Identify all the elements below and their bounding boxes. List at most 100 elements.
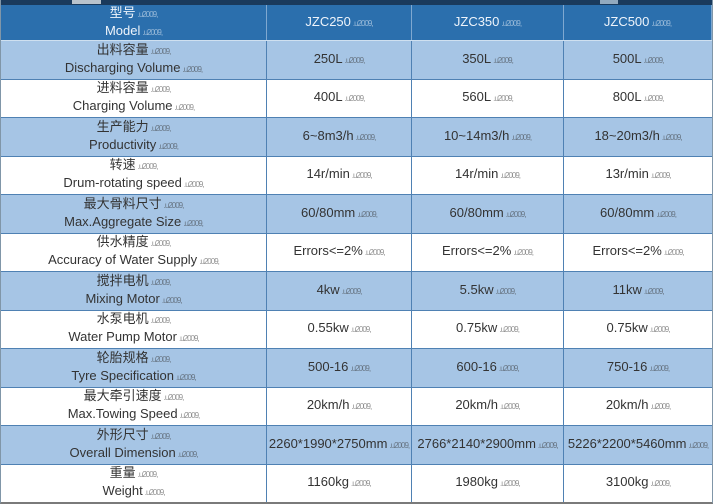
spec-rows: 出料容量 Discharging Volume 250L 350L 500L 进料容…: [1, 41, 712, 502]
spec-value-cell: 1160kg: [267, 464, 412, 502]
spec-value-cell: 800L: [564, 80, 712, 118]
spec-row: 外形尺寸 Overall Dimension 2260*1990*2750mm 2…: [1, 426, 712, 465]
spec-row: 最大牵引速度 Max.Towing Speed 20km/h 20km/h 20km…: [1, 387, 712, 426]
spec-value: 500L: [613, 51, 664, 69]
spec-label-zh: 水泵电机: [97, 311, 171, 329]
spec-value: Errors<=2%: [293, 243, 384, 261]
spec-value: 0.75kw: [456, 320, 519, 338]
spec-value-cell: 350L: [412, 41, 564, 79]
spec-value: 60/80mm: [301, 205, 377, 223]
spec-value: 14r/min: [306, 166, 371, 184]
spec-label-zh: 重量: [110, 465, 158, 483]
spec-label-cell: 最大牵引速度 Max.Towing Speed: [1, 387, 267, 425]
spec-label-en: Productivity: [89, 137, 178, 155]
spec-value: Errors<=2%: [442, 243, 533, 261]
spec-label-cell: 供水精度 Accuracy of Water Supply: [1, 233, 267, 271]
spec-label-zh: 搅拌电机: [97, 273, 171, 291]
spec-row: 供水精度 Accuracy of Water Supply Errors<=2%…: [1, 233, 712, 272]
spec-value-cell: 2766*2140*2900mm: [412, 426, 564, 464]
spec-value-cell: Errors<=2%: [267, 233, 412, 271]
spec-value: Errors<=2%: [592, 243, 683, 261]
spec-value: 20km/h: [307, 397, 371, 415]
spec-value: 1980kg: [455, 474, 519, 492]
spec-value: 18~20m3/h: [594, 128, 681, 146]
spec-row: 进料容量 Charging Volume 400L 560L 800L: [1, 79, 712, 118]
spec-label-en: Water Pump Motor: [68, 329, 198, 347]
spec-row: 最大骨料尺寸 Max.Aggregate Size 60/80mm 60/80mm…: [1, 195, 712, 234]
spec-value-cell: 60/80mm: [267, 195, 412, 233]
spec-value: 500-16: [308, 359, 370, 377]
spec-value-cell: 20km/h: [412, 387, 564, 425]
spec-label-en: Drum-rotating speed: [63, 175, 203, 193]
model-header-cell: 型号 Model: [1, 5, 267, 40]
spec-value: 20km/h: [455, 397, 519, 415]
spec-label-zh: 轮胎规格: [97, 350, 171, 368]
spec-label-en: Overall Dimension: [70, 445, 198, 463]
spec-value-cell: 14r/min: [412, 156, 564, 194]
spec-label-en: Max.Aggregate Size: [64, 214, 203, 232]
spec-value-cell: 14r/min: [267, 156, 412, 194]
spec-value: 3100kg: [606, 474, 670, 492]
spec-value: 4kw: [317, 282, 362, 300]
spec-value-cell: 11kw: [564, 272, 712, 310]
spec-value: 560L: [462, 89, 513, 107]
spec-value: 0.55kw: [308, 320, 371, 338]
spec-label-en: Mixing Motor: [85, 291, 181, 309]
spec-value: 250L: [314, 51, 365, 69]
spec-label-zh: 转速: [110, 157, 158, 175]
spec-value: 10~14m3/h: [444, 128, 531, 146]
spec-value: 800L: [613, 89, 664, 107]
spec-value-cell: 13r/min: [564, 157, 712, 195]
spec-value: 14r/min: [455, 166, 520, 184]
spec-value-cell: 18~20m3/h: [564, 118, 712, 156]
spec-value-cell: 4kw: [267, 272, 412, 310]
spec-value-cell: 500-16: [267, 349, 412, 387]
spec-row: 搅拌电机 Mixing Motor 4kw 5.5kw 11kw: [1, 272, 712, 311]
spec-value-cell: 10~14m3/h: [412, 118, 564, 156]
spec-label-zh: 出料容量: [97, 42, 171, 60]
top-notch-left: [72, 0, 101, 4]
spec-value-cell: 5226*2200*5460mm: [564, 426, 712, 464]
spec-label-zh: 最大牵引速度: [84, 388, 184, 406]
spec-label-cell: 重量 Weight: [1, 464, 267, 502]
spec-value: 1160kg: [307, 474, 370, 492]
spec-row: 转速 Drum-rotating speed 14r/min 14r/min 13r…: [1, 156, 712, 195]
model-name: JZC250: [305, 14, 372, 32]
model-header-label-en: Model: [105, 23, 162, 41]
spec-label-en: Discharging Volume: [65, 60, 202, 78]
top-notch-right: [600, 0, 618, 4]
spec-label-cell: 生产能力 Productivity: [1, 118, 267, 156]
spec-row: 出料容量 Discharging Volume 250L 350L 500L: [1, 41, 712, 80]
model-header-label-zh: 型号: [110, 5, 158, 23]
spec-row: 轮胎规格 Tyre Specification 500-16 600-16 750-…: [1, 349, 712, 388]
spec-row: 水泵电机 Water Pump Motor 0.55kw 0.75kw 0.75kw: [1, 310, 712, 349]
spec-value-cell: 560L: [412, 79, 564, 117]
spec-value: 60/80mm: [600, 205, 676, 223]
spec-value-cell: Errors<=2%: [412, 233, 564, 271]
spec-value-cell: 0.75kw: [564, 311, 712, 349]
spec-label-zh: 生产能力: [97, 119, 171, 137]
spec-label-cell: 进料容量 Charging Volume: [1, 79, 267, 117]
spec-value: 13r/min: [605, 166, 670, 184]
spec-value-cell: 600-16: [412, 349, 564, 387]
spec-value-cell: 20km/h: [564, 388, 712, 426]
spec-label-cell: 外形尺寸 Overall Dimension: [1, 426, 267, 464]
spec-value-cell: 60/80mm: [564, 195, 712, 233]
spec-value: 20km/h: [606, 397, 670, 415]
spec-label-zh: 最大骨料尺寸: [84, 196, 184, 214]
spec-value-cell: 500L: [564, 41, 712, 79]
spec-value-cell: 6~8m3/h: [267, 118, 412, 156]
spec-label-en: Max.Towing Speed: [68, 406, 200, 424]
spec-value: 5226*2200*5460mm: [568, 436, 708, 454]
spec-value: 750-16: [607, 359, 669, 377]
spec-value: 6~8m3/h: [303, 128, 376, 146]
model-name: JZC350: [454, 14, 521, 32]
spec-value-cell: 2260*1990*2750mm: [267, 426, 412, 464]
spec-label-cell: 搅拌电机 Mixing Motor: [1, 272, 267, 310]
spec-value: 60/80mm: [450, 205, 526, 223]
header-row: 型号 Model JZC250 JZC350 JZC500: [1, 5, 712, 41]
spec-value: 11kw: [612, 282, 663, 300]
spec-label-cell: 最大骨料尺寸 Max.Aggregate Size: [1, 195, 267, 233]
spec-label-cell: 转速 Drum-rotating speed: [1, 156, 267, 194]
